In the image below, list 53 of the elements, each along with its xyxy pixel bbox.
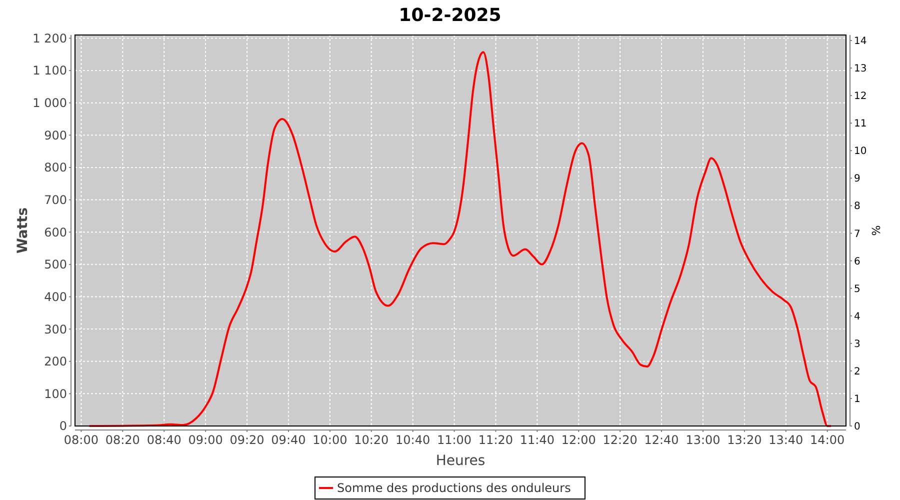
y2-tick-label: 7: [854, 228, 860, 240]
x-axis-title: Heures: [436, 453, 486, 469]
x-tick-label: 13:20: [727, 433, 762, 447]
y-tick-label: 500: [44, 258, 67, 272]
y-tick-label: 800: [44, 160, 67, 175]
y2-tick-label: 0: [854, 422, 860, 432]
x-tick-label: 11:00: [436, 433, 472, 447]
x-tick-label: 09:40: [271, 433, 306, 447]
y-tick-label: 200: [44, 354, 67, 369]
y2-tick-label: 4: [854, 311, 860, 322]
line-series: [88, 51, 832, 427]
x-tick-label: 11:40: [520, 433, 554, 447]
x-tick-label: 08:40: [146, 433, 182, 447]
y2-tick-label: 12: [854, 91, 867, 102]
y2-tick-label: 6: [854, 256, 860, 268]
x-tick-label: 11:20: [478, 433, 514, 447]
y2-tick-label: 3: [854, 338, 860, 350]
y-tick-label: 1 000: [32, 96, 67, 110]
y-tick-label: 700: [44, 193, 67, 207]
y-tick-label: 600: [44, 225, 67, 240]
legend-label: Somme des productions des onduleurs: [337, 481, 571, 496]
x-tick-label: 09:00: [188, 433, 223, 447]
y2-tick-label: 9: [854, 174, 860, 185]
y-tick-label: 100: [44, 386, 67, 401]
y2-axis-title: %: [870, 225, 883, 236]
x-tick-label: 08:20: [105, 433, 140, 447]
y2-tick-label: 13: [854, 64, 867, 75]
x-tick-label: 14:00: [810, 433, 845, 447]
y-tick-label: 400: [44, 290, 67, 304]
x-tick-label: 13:00: [686, 433, 720, 447]
x-tick-label: 10:40: [396, 433, 430, 447]
y2-tick-label: 10: [854, 146, 867, 158]
y2-tick-label: 14: [854, 36, 867, 48]
x-tick-label: 09:20: [230, 433, 264, 447]
x-tick-label: 12:00: [561, 433, 596, 447]
y-axis-title: Watts: [15, 207, 31, 254]
chart-title: 10-2-2025: [398, 5, 502, 26]
x-tick-label: 12:40: [644, 433, 679, 447]
y2-tick-label: 11: [854, 118, 867, 130]
y2-tick-label: 1: [854, 394, 860, 405]
x-tick-label: 10:00: [312, 433, 348, 447]
y2-tick-label: 2: [854, 366, 860, 378]
y2-tick-label: 5: [854, 284, 860, 295]
y-tick-label: 300: [44, 322, 67, 336]
x-tick-label: 12:20: [602, 433, 638, 447]
x-tick-label: 08:00: [64, 433, 99, 447]
y-tick-label: 900: [44, 128, 67, 142]
x-tick-label: 10:20: [354, 433, 389, 447]
y-tick-label: 1 200: [32, 31, 67, 46]
y-tick-label: 0: [59, 419, 67, 434]
y2-tick-label: 8: [854, 201, 860, 212]
x-tick-label: 13:40: [768, 433, 804, 447]
y-tick-label: 1 100: [32, 64, 67, 78]
